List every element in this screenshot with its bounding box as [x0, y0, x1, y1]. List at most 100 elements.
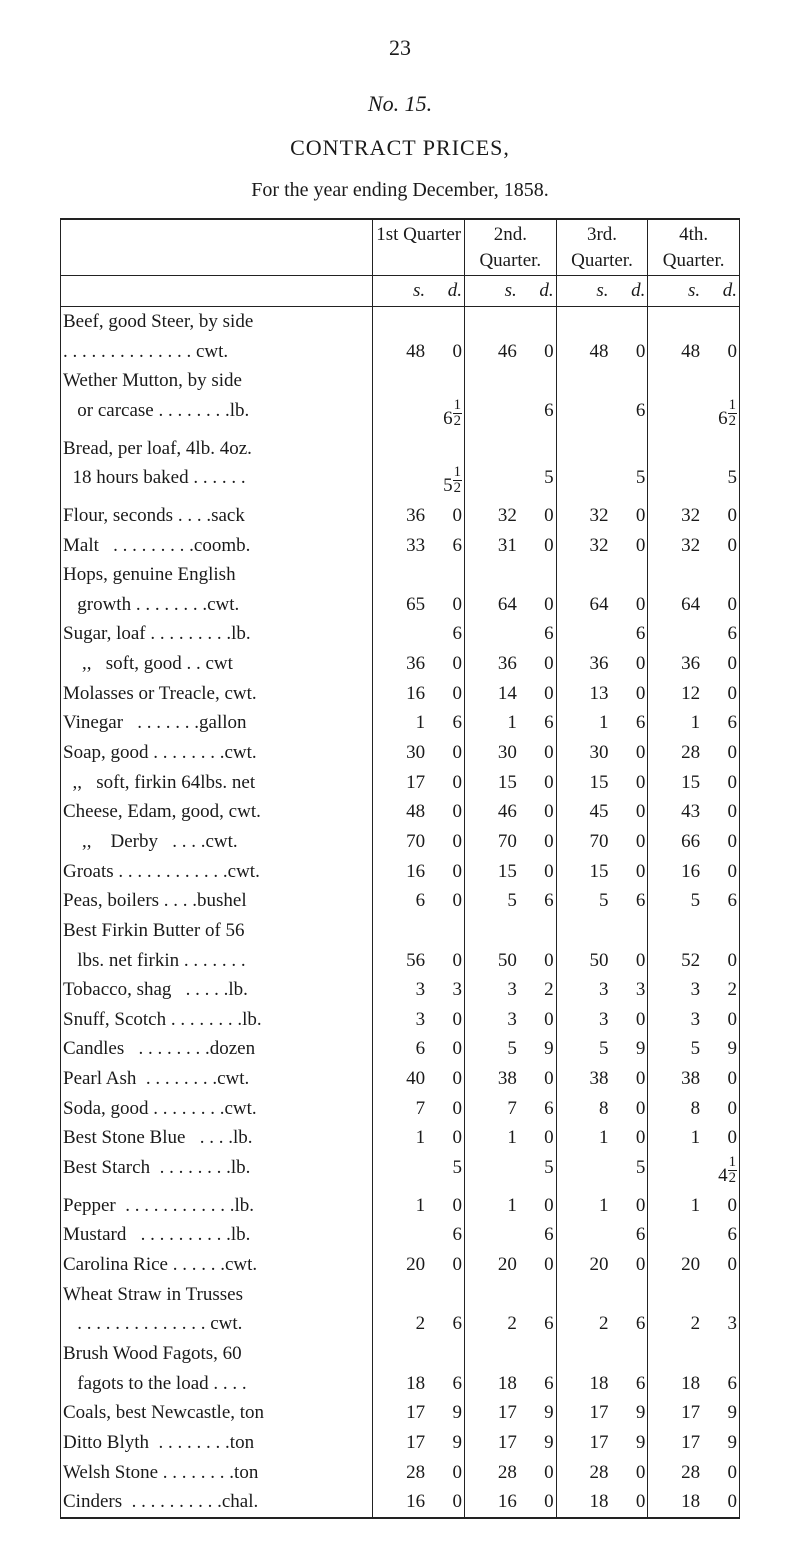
table-cell: 2 [465, 1309, 519, 1339]
table-cell: 0 [427, 857, 464, 887]
table-cell: 3 [556, 975, 610, 1005]
table-cell: Groats . . . . . . . . . . . .cwt. [61, 857, 373, 887]
table-cell: 1 [648, 1191, 702, 1221]
table-cell: 28 [373, 1458, 427, 1488]
table-cell: 0 [702, 649, 739, 679]
header-q1: 1st Quarter [373, 219, 465, 276]
header-empty [61, 219, 373, 276]
table-cell: 0 [427, 337, 464, 367]
table-cell: 9 [702, 1428, 739, 1458]
table-cell: 17 [465, 1398, 519, 1428]
table-cell: 38 [556, 1064, 610, 1094]
table-cell: 0 [427, 679, 464, 709]
table-cell: 5 [610, 463, 647, 501]
table-cell: 15 [465, 768, 519, 798]
page-container: 23 No. 15. CONTRACT PRICES, For the year… [0, 0, 800, 1559]
table-cell [427, 916, 464, 946]
table-cell [648, 1280, 702, 1310]
table-cell: 50 [465, 946, 519, 976]
table-cell: 6 [610, 1309, 647, 1339]
table-cell [610, 1339, 647, 1369]
table-cell [556, 916, 610, 946]
table-cell [648, 1220, 702, 1250]
table-cell: 0 [519, 531, 556, 561]
table-cell: 20 [648, 1250, 702, 1280]
table-cell: 14 [465, 679, 519, 709]
table-cell: 0 [702, 1191, 739, 1221]
table-cell [556, 463, 610, 501]
header-row-sd: s. d. s. d. s. d. s. d. [61, 276, 740, 307]
table-cell: 7 [465, 1094, 519, 1124]
table-cell: Cheese, Edam, good, cwt. [61, 797, 373, 827]
table-cell [648, 306, 702, 336]
table-cell: 8 [648, 1094, 702, 1124]
table-cell [519, 916, 556, 946]
table-cell [610, 366, 647, 396]
table-cell: 2 [519, 975, 556, 1005]
table-cell: 0 [610, 337, 647, 367]
table-cell: 17 [648, 1428, 702, 1458]
table-row: Sugar, loaf . . . . . . . . .lb.6666 [61, 619, 740, 649]
table-cell: . . . . . . . . . . . . . . cwt. [61, 337, 373, 367]
table-cell: 6 [519, 1220, 556, 1250]
table-cell: 28 [465, 1458, 519, 1488]
table-cell: 6 [427, 1369, 464, 1399]
table-cell: 32 [648, 531, 702, 561]
table-cell [465, 560, 519, 590]
table-cell: 3 [373, 1005, 427, 1035]
table-cell: 0 [702, 738, 739, 768]
table-cell [519, 306, 556, 336]
table-cell: 6 [610, 886, 647, 916]
table-row: Groats . . . . . . . . . . . .cwt.160150… [61, 857, 740, 887]
table-cell: 15 [465, 857, 519, 887]
table-cell: 6 [519, 708, 556, 738]
table-cell [556, 434, 610, 464]
table-cell: 40 [373, 1064, 427, 1094]
table-row: Ditto Blyth . . . . . . . .ton1791791791… [61, 1428, 740, 1458]
table-cell: growth . . . . . . . .cwt. [61, 590, 373, 620]
table-cell: 17 [373, 1428, 427, 1458]
table-cell: 0 [702, 768, 739, 798]
table-cell: 36 [648, 649, 702, 679]
table-cell: 0 [427, 1458, 464, 1488]
table-cell: 0 [427, 738, 464, 768]
table-cell: 0 [610, 1458, 647, 1488]
table-cell: 3 [702, 1309, 739, 1339]
table-cell: 0 [519, 1123, 556, 1153]
table-row: Wether Mutton, by side [61, 366, 740, 396]
header-row-quarters: 1st Quarter 2nd. Quarter. 3rd. Quarter. … [61, 219, 740, 276]
table-cell: 17 [648, 1398, 702, 1428]
table-cell: 6 [519, 619, 556, 649]
table-cell: 70 [373, 827, 427, 857]
table-cell: 1 [556, 1123, 610, 1153]
table-cell: Peas, boilers . . . .bushel [61, 886, 373, 916]
table-row: Soap, good . . . . . . . .cwt.3003003002… [61, 738, 740, 768]
table-row: ,, Derby . . . .cwt.700700700660 [61, 827, 740, 857]
figure-number: No. 15. [60, 91, 740, 117]
table-row: Snuff, Scotch . . . . . . . .lb.30303030 [61, 1005, 740, 1035]
table-cell [702, 916, 739, 946]
table-cell: 31 [465, 531, 519, 561]
table-cell: 5 [519, 463, 556, 501]
table-cell: 5 [427, 1153, 464, 1191]
table-cell: 0 [427, 1005, 464, 1035]
table-cell: 1 [556, 1191, 610, 1221]
table-cell [556, 619, 610, 649]
table-cell: 6 [610, 619, 647, 649]
table-cell: 48 [556, 337, 610, 367]
table-cell: 0 [519, 797, 556, 827]
table-cell: 0 [610, 1123, 647, 1153]
table-cell: 28 [556, 1458, 610, 1488]
table-cell: 0 [519, 1458, 556, 1488]
table-cell: 12 [648, 679, 702, 709]
table-cell: 6 [519, 1369, 556, 1399]
table-cell: Pepper . . . . . . . . . . . .lb. [61, 1191, 373, 1221]
table-cell: Flour, seconds . . . .sack [61, 501, 373, 531]
table-cell: 50 [556, 946, 610, 976]
table-cell: 6 [610, 1369, 647, 1399]
table-cell [373, 366, 427, 396]
table-cell [373, 1153, 427, 1191]
table-cell [610, 560, 647, 590]
header-sd-empty [61, 276, 373, 307]
header-s: s. [373, 276, 427, 307]
